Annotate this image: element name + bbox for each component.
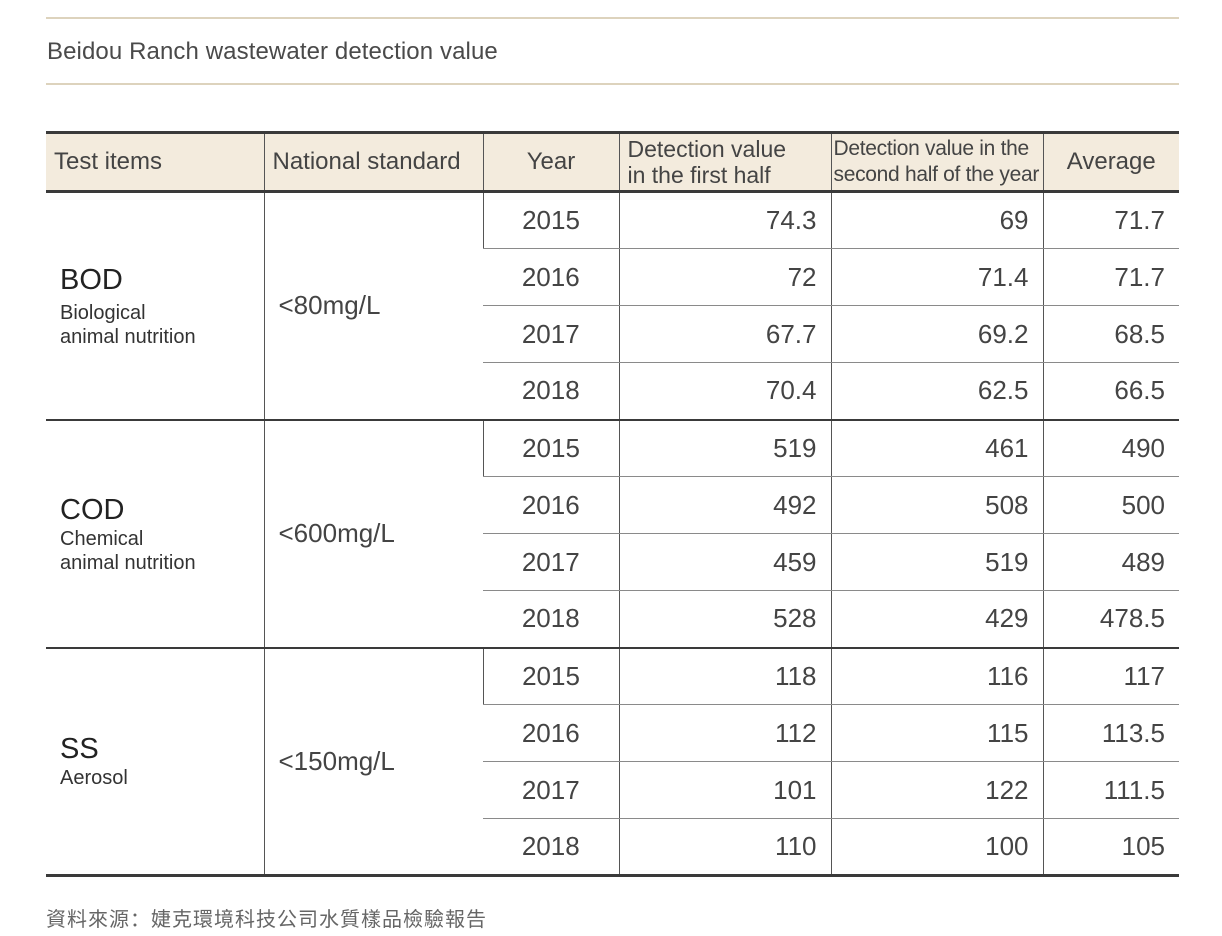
header-second-half-line2: second half of the year (833, 163, 1040, 186)
table-row: SS Aerosol <150mg/L 2015 118 116 117 (46, 647, 1179, 877)
test-item-code: SS (60, 733, 99, 766)
second-half-cell: 100 (830, 818, 1043, 877)
average-cell: 105 (1042, 818, 1179, 877)
average-cell: 490 (1042, 419, 1179, 477)
test-item-desc-line1: Chemical (60, 527, 144, 550)
header-second-half: Detection value in the second half of th… (830, 131, 1043, 193)
table-row: 2018 70.4 62.5 66.5 (46, 362, 1179, 421)
average-cell: 68.5 (1042, 305, 1179, 363)
first-half-cell: 70.4 (618, 362, 831, 421)
second-half-cell: 115 (830, 704, 1043, 762)
year-cell: 2015 (482, 647, 619, 705)
header-first-half-line1: Detection value (627, 136, 787, 162)
source-note: 資料來源：婕克環境科技公司水質樣品檢驗報告 (46, 907, 487, 931)
title-rule (46, 83, 1179, 85)
top-rule (46, 17, 1179, 19)
first-half-cell: 528 (618, 590, 831, 649)
first-half-cell: 118 (618, 647, 831, 705)
average-cell: 117 (1042, 647, 1179, 705)
national-standard-bod: <80mg/L (263, 191, 483, 421)
table-row: 2017 101 122 111.5 (46, 761, 1179, 819)
first-half-cell: 110 (618, 818, 831, 877)
test-item-desc: Aerosol (60, 766, 250, 790)
test-item-cod: COD Chemical animal nutrition (46, 419, 264, 649)
test-item-ss: SS Aerosol (46, 647, 264, 877)
second-half-cell: 519 (830, 533, 1043, 591)
second-half-cell: 429 (830, 590, 1043, 649)
header-first-half-line2: in the first half (627, 162, 771, 188)
year-cell: 2017 (483, 533, 619, 591)
test-item-desc-line2: animal nutrition (60, 551, 196, 574)
second-half-cell: 69 (830, 191, 1043, 249)
first-half-cell: 72 (618, 248, 831, 306)
year-cell: 2016 (483, 476, 619, 534)
header-average: Average (1042, 131, 1179, 193)
year-cell: 2018 (483, 590, 619, 649)
first-half-cell: 492 (618, 476, 831, 534)
test-item-code: COD (60, 493, 125, 526)
table-row: COD Chemical animal nutrition <600mg/L 2… (46, 419, 1179, 649)
first-half-cell: 519 (618, 419, 831, 477)
year-cell: 2017 (483, 761, 619, 819)
test-item-desc-line1: Aerosol (60, 767, 128, 790)
average-cell: 489 (1042, 533, 1179, 591)
table-row: 2018 528 429 478.5 (46, 590, 1179, 649)
table-row: 2018 110 100 105 (46, 818, 1179, 877)
table-row: 2016 112 115 113.5 (46, 704, 1179, 762)
first-half-cell: 74.3 (618, 191, 831, 249)
year-cell: 2017 (483, 305, 619, 363)
average-cell: 500 (1042, 476, 1179, 534)
second-half-cell: 116 (830, 647, 1043, 705)
test-item-desc: Biological animal nutrition (60, 301, 250, 349)
average-cell: 71.7 (1042, 248, 1179, 306)
header-year: Year (482, 131, 619, 193)
header-second-half-line1: Detection value in the (833, 137, 1030, 160)
first-half-cell: 112 (618, 704, 831, 762)
test-item-desc-line1: Biological (60, 301, 146, 324)
table-row: 2017 459 519 489 (46, 533, 1179, 591)
average-cell: 478.5 (1042, 590, 1179, 649)
header-first-half: Detection value in the first half (618, 131, 831, 193)
second-half-cell: 62.5 (830, 362, 1043, 421)
test-item-code: BOD (60, 263, 123, 296)
header-national-standard: National standard (263, 131, 483, 193)
page-title: Beidou Ranch wastewater detection value (47, 38, 498, 65)
first-half-cell: 101 (618, 761, 831, 819)
year-cell: 2016 (483, 248, 619, 306)
header-row: Test items National standard Year Detect… (46, 131, 1179, 193)
year-cell: 2016 (483, 704, 619, 762)
test-item-desc: Chemical animal nutrition (60, 527, 250, 575)
year-cell: 2015 (482, 191, 619, 249)
average-cell: 71.7 (1042, 191, 1179, 249)
average-cell: 111.5 (1042, 761, 1179, 819)
second-half-cell: 71.4 (830, 248, 1043, 306)
national-standard-ss: <150mg/L (263, 647, 483, 877)
second-half-cell: 461 (830, 419, 1043, 477)
year-cell: 2018 (483, 362, 619, 421)
second-half-cell: 122 (830, 761, 1043, 819)
year-cell: 2018 (483, 818, 619, 877)
average-cell: 66.5 (1042, 362, 1179, 421)
header-test-items: Test items (46, 131, 264, 193)
table-row: 2017 67.7 69.2 68.5 (46, 305, 1179, 363)
table-row: BOD Biological animal nutrition <80mg/L … (46, 191, 1179, 421)
table-row: 2016 72 71.4 71.7 (46, 248, 1179, 306)
first-half-cell: 459 (618, 533, 831, 591)
detection-table: Test items National standard Year Detect… (46, 131, 1179, 877)
test-item-bod: BOD Biological animal nutrition (46, 191, 264, 421)
second-half-cell: 69.2 (830, 305, 1043, 363)
first-half-cell: 67.7 (618, 305, 831, 363)
table-row: 2016 492 508 500 (46, 476, 1179, 534)
national-standard-cod: <600mg/L (263, 419, 483, 649)
second-half-cell: 508 (830, 476, 1043, 534)
test-item-desc-line2: animal nutrition (60, 325, 196, 348)
average-cell: 113.5 (1042, 704, 1179, 762)
year-cell: 2015 (482, 419, 619, 477)
